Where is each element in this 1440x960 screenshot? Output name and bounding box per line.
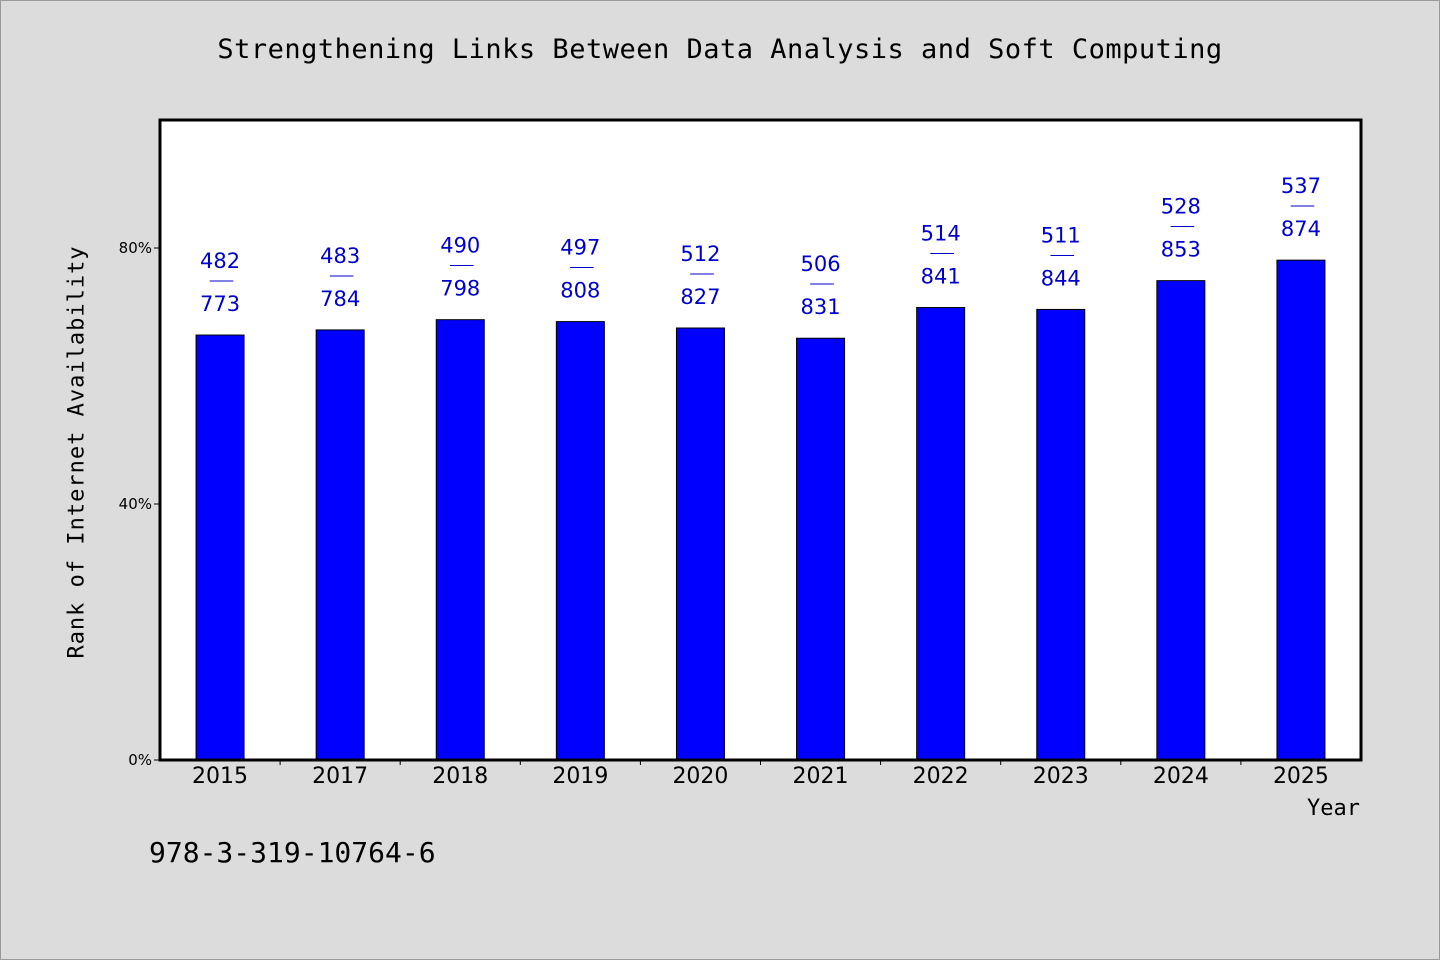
- data-label-separator: ——: [930, 246, 955, 262]
- x-tick-label: 2021: [793, 764, 849, 789]
- data-label-top: 512: [680, 242, 720, 266]
- data-label-bottom: 831: [801, 295, 841, 319]
- data-label-separator: ——: [1050, 247, 1075, 263]
- data-label-separator: ——: [329, 268, 354, 284]
- bar: [315, 329, 365, 761]
- data-label-separator: ——: [810, 276, 835, 292]
- chart-title: Strengthening Links Between Data Analysi…: [217, 34, 1223, 65]
- data-label-bottom: 874: [1281, 217, 1321, 241]
- bar: [1276, 259, 1326, 761]
- x-axis-label: Year: [1307, 796, 1360, 821]
- bar: [555, 321, 605, 761]
- bar: [1156, 280, 1206, 761]
- x-tick-label: 2025: [1273, 764, 1329, 789]
- data-label-top: 490: [440, 234, 480, 258]
- data-label-top: 482: [200, 249, 240, 273]
- isbn-text: 978-3-319-10764-6: [149, 836, 436, 869]
- data-label-top: 514: [921, 222, 961, 246]
- data-label-separator: ——: [689, 266, 714, 282]
- y-tick-label: 80%: [119, 239, 152, 257]
- bar: [195, 334, 245, 761]
- data-label-separator: ——: [209, 273, 234, 289]
- data-label-top: 497: [560, 236, 600, 260]
- x-tick-label: 2018: [432, 764, 488, 789]
- data-label-separator: ——: [1170, 219, 1195, 235]
- data-label-bottom: 841: [921, 265, 961, 289]
- x-tick-label: 2023: [1033, 764, 1089, 789]
- bar: [675, 327, 725, 761]
- data-label-separator: ——: [1290, 198, 1315, 214]
- x-tick-label: 2019: [552, 764, 608, 789]
- bar: [435, 319, 485, 761]
- x-tick-label: 2024: [1153, 764, 1209, 789]
- data-label-bottom: 808: [560, 279, 600, 303]
- data-label-top: 528: [1161, 195, 1201, 219]
- data-label-bottom: 798: [440, 277, 480, 301]
- data-label-separator: ——: [449, 258, 474, 274]
- data-label-bottom: 773: [200, 292, 240, 316]
- data-label-bottom: 844: [1041, 266, 1081, 290]
- x-tick-label: 2020: [672, 764, 728, 789]
- data-label-bottom: 853: [1161, 238, 1201, 262]
- data-label-separator: ——: [569, 260, 594, 276]
- data-label-bottom: 784: [320, 287, 360, 311]
- plot-border: [158, 118, 1363, 762]
- x-tick-label: 2022: [913, 764, 969, 789]
- data-label-bottom: 827: [680, 285, 720, 309]
- bar: [916, 307, 966, 761]
- data-label-top: 483: [320, 244, 360, 268]
- data-label-top: 537: [1281, 174, 1321, 198]
- y-tick-label: 40%: [119, 495, 152, 513]
- x-tick-label: 2015: [192, 764, 248, 789]
- x-tick-label: 2017: [312, 764, 368, 789]
- bar: [1036, 308, 1086, 761]
- data-label-top: 511: [1041, 223, 1081, 247]
- bar: [796, 337, 846, 761]
- y-tick-label: 0%: [128, 751, 152, 769]
- data-label-top: 506: [801, 252, 841, 276]
